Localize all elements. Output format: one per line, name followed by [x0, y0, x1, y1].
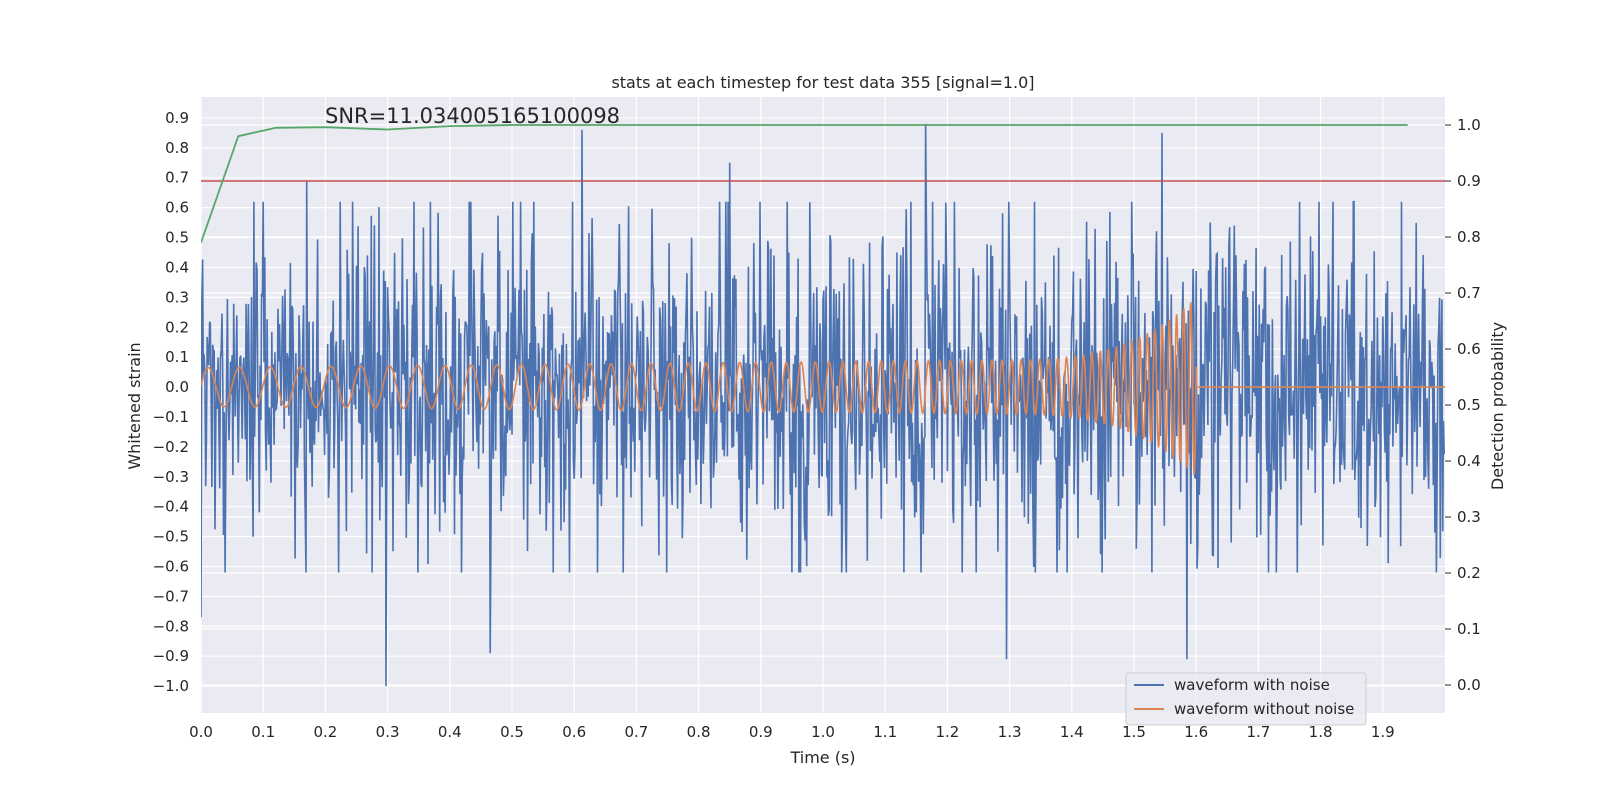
y-right-tick-label: 0.6: [1457, 340, 1481, 358]
x-tick-label: 1.4: [1060, 723, 1084, 741]
x-tick-label: 0.7: [624, 723, 648, 741]
right-tick-labels: 1.0 0.9 0.8 0.7 0.6 0.5 0.4 0.3 0.2 0.1 0.0: [1445, 116, 1481, 694]
snr-annotation: SNR=11.034005165100098: [325, 104, 620, 128]
y-tick-label: −0.2: [153, 438, 189, 456]
y-tick-label: 0.8: [165, 139, 189, 157]
y-tick-label: −0.1: [153, 408, 189, 426]
legend-label-clean: waveform without noise: [1174, 700, 1354, 718]
legend: waveform with noise waveform without noi…: [1125, 672, 1367, 726]
series-line-waveform-with-noise: [201, 123, 1445, 687]
x-tick-label: 1.5: [1122, 723, 1146, 741]
x-tick-label: 0.9: [749, 723, 773, 741]
y-tick-label: 0.3: [165, 288, 189, 306]
series-line-detection-probability: [201, 124, 1408, 243]
x-tick-label: 0.3: [376, 723, 400, 741]
x-tick-label: 0.5: [500, 723, 524, 741]
y-right-tick-label: 0.3: [1457, 508, 1481, 526]
y-axis-title: Whitened strain: [125, 342, 144, 469]
y-tick-label: 0.5: [165, 229, 189, 247]
x-tick-label: 0.6: [562, 723, 586, 741]
x-tick-label: 0.2: [313, 723, 337, 741]
y-tick-label: 0.6: [165, 199, 189, 217]
y-tick-label: −0.8: [153, 617, 189, 635]
y-right-tick-label: 0.1: [1457, 620, 1481, 638]
x-axis-title: Time (s): [789, 748, 855, 767]
y-tick-label: 0.1: [165, 348, 189, 366]
y-right-tick-label: 0.9: [1457, 172, 1481, 190]
y-tick-label: 0.7: [165, 169, 189, 187]
x-tick-label: 0.8: [687, 723, 711, 741]
y-tick-label: 0.2: [165, 318, 189, 336]
y-right-tick-label: 0.8: [1457, 228, 1481, 246]
y-right-tick-label: 1.0: [1457, 116, 1481, 134]
series-line-waveform-without-noise: [201, 302, 1445, 475]
x-tick-label: 1.6: [1184, 723, 1208, 741]
left-tick-labels: 0.9 0.8 0.7 0.6 0.5 0.4 0.3 0.2 0.1 0.0 −0.1 −0.2 −0…: [153, 109, 189, 695]
legend-label-noise: waveform with noise: [1174, 676, 1330, 694]
y-right-tick-label: 0.7: [1457, 284, 1481, 302]
x-tick-label: 0.0: [189, 723, 213, 741]
legend-box: [1125, 672, 1367, 726]
x-tick-label: 1.2: [935, 723, 959, 741]
y-tick-label: −0.4: [153, 498, 189, 516]
y-right-axis-title: Detection probability: [1488, 322, 1507, 490]
y-right-tick-label: 0.5: [1457, 396, 1481, 414]
y-right-tick-label: 0.2: [1457, 564, 1481, 582]
y-tick-label: 0.9: [165, 109, 189, 127]
y-tick-label: −0.6: [153, 557, 189, 575]
y-tick-label: −0.9: [153, 647, 189, 665]
y-tick-label: 0.0: [165, 378, 189, 396]
chart-title: stats at each timestep for test data 355…: [611, 73, 1034, 92]
x-tick-label: 1.8: [1309, 723, 1333, 741]
y-tick-label: −0.7: [153, 587, 189, 605]
x-tick-label: 1.9: [1371, 723, 1395, 741]
x-tick-label: 1.3: [998, 723, 1022, 741]
x-tick-labels: 0.0 0.1 0.2 0.3 0.4 0.5 0.6 0.7 0.8 0.9 1.0 1.1 1.2 1…: [189, 723, 1395, 741]
x-tick-label: 1.0: [811, 723, 835, 741]
x-tick-label: 0.4: [438, 723, 462, 741]
y-tick-label: −1.0: [153, 677, 189, 695]
y-tick-label: −0.3: [153, 468, 189, 486]
x-tick-label: 1.7: [1246, 723, 1270, 741]
plot-content: [201, 123, 1445, 687]
y-right-tick-label: 0.0: [1457, 676, 1481, 694]
x-tick-label: 0.1: [251, 723, 275, 741]
y-tick-label: 0.4: [165, 258, 189, 276]
y-right-tick-label: 0.4: [1457, 452, 1481, 470]
y-tick-label: −0.5: [153, 528, 189, 546]
x-tick-label: 1.1: [873, 723, 897, 741]
